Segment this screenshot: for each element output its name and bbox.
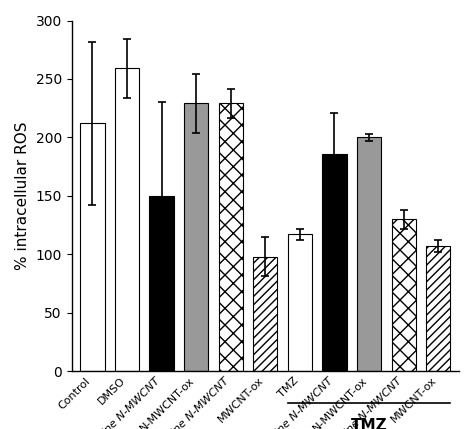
Bar: [219, 103, 243, 371]
Text: Pristine N-MWCNT: Pristine N-MWCNT: [325, 375, 404, 429]
Text: MWCNT-ox: MWCNT-ox: [389, 375, 438, 425]
Text: Pristine N-MWCNT: Pristine N-MWCNT: [152, 375, 231, 429]
Text: N-MWCNT-ox: N-MWCNT-ox: [311, 375, 369, 429]
Bar: [115, 69, 139, 371]
Text: Pristine N-MWCNT: Pristine N-MWCNT: [256, 375, 335, 429]
Bar: [322, 154, 346, 371]
Text: Control: Control: [57, 375, 92, 411]
Bar: [357, 137, 381, 371]
Bar: [426, 246, 450, 371]
Text: N-MWCNT-ox: N-MWCNT-ox: [138, 375, 196, 429]
Bar: [253, 257, 277, 371]
Text: DMSO: DMSO: [96, 375, 127, 407]
Text: Pristine N-MWCNT: Pristine N-MWCNT: [83, 375, 162, 429]
Bar: [184, 103, 208, 371]
Bar: [392, 219, 416, 371]
Bar: [288, 234, 312, 371]
Bar: [80, 124, 104, 371]
Bar: [149, 196, 173, 371]
Y-axis label: % intracellular ROS: % intracellular ROS: [15, 121, 30, 270]
Text: MWCNT-ox: MWCNT-ox: [216, 375, 265, 425]
Text: TMZ: TMZ: [276, 375, 300, 399]
Text: TMZ: TMZ: [351, 418, 387, 429]
